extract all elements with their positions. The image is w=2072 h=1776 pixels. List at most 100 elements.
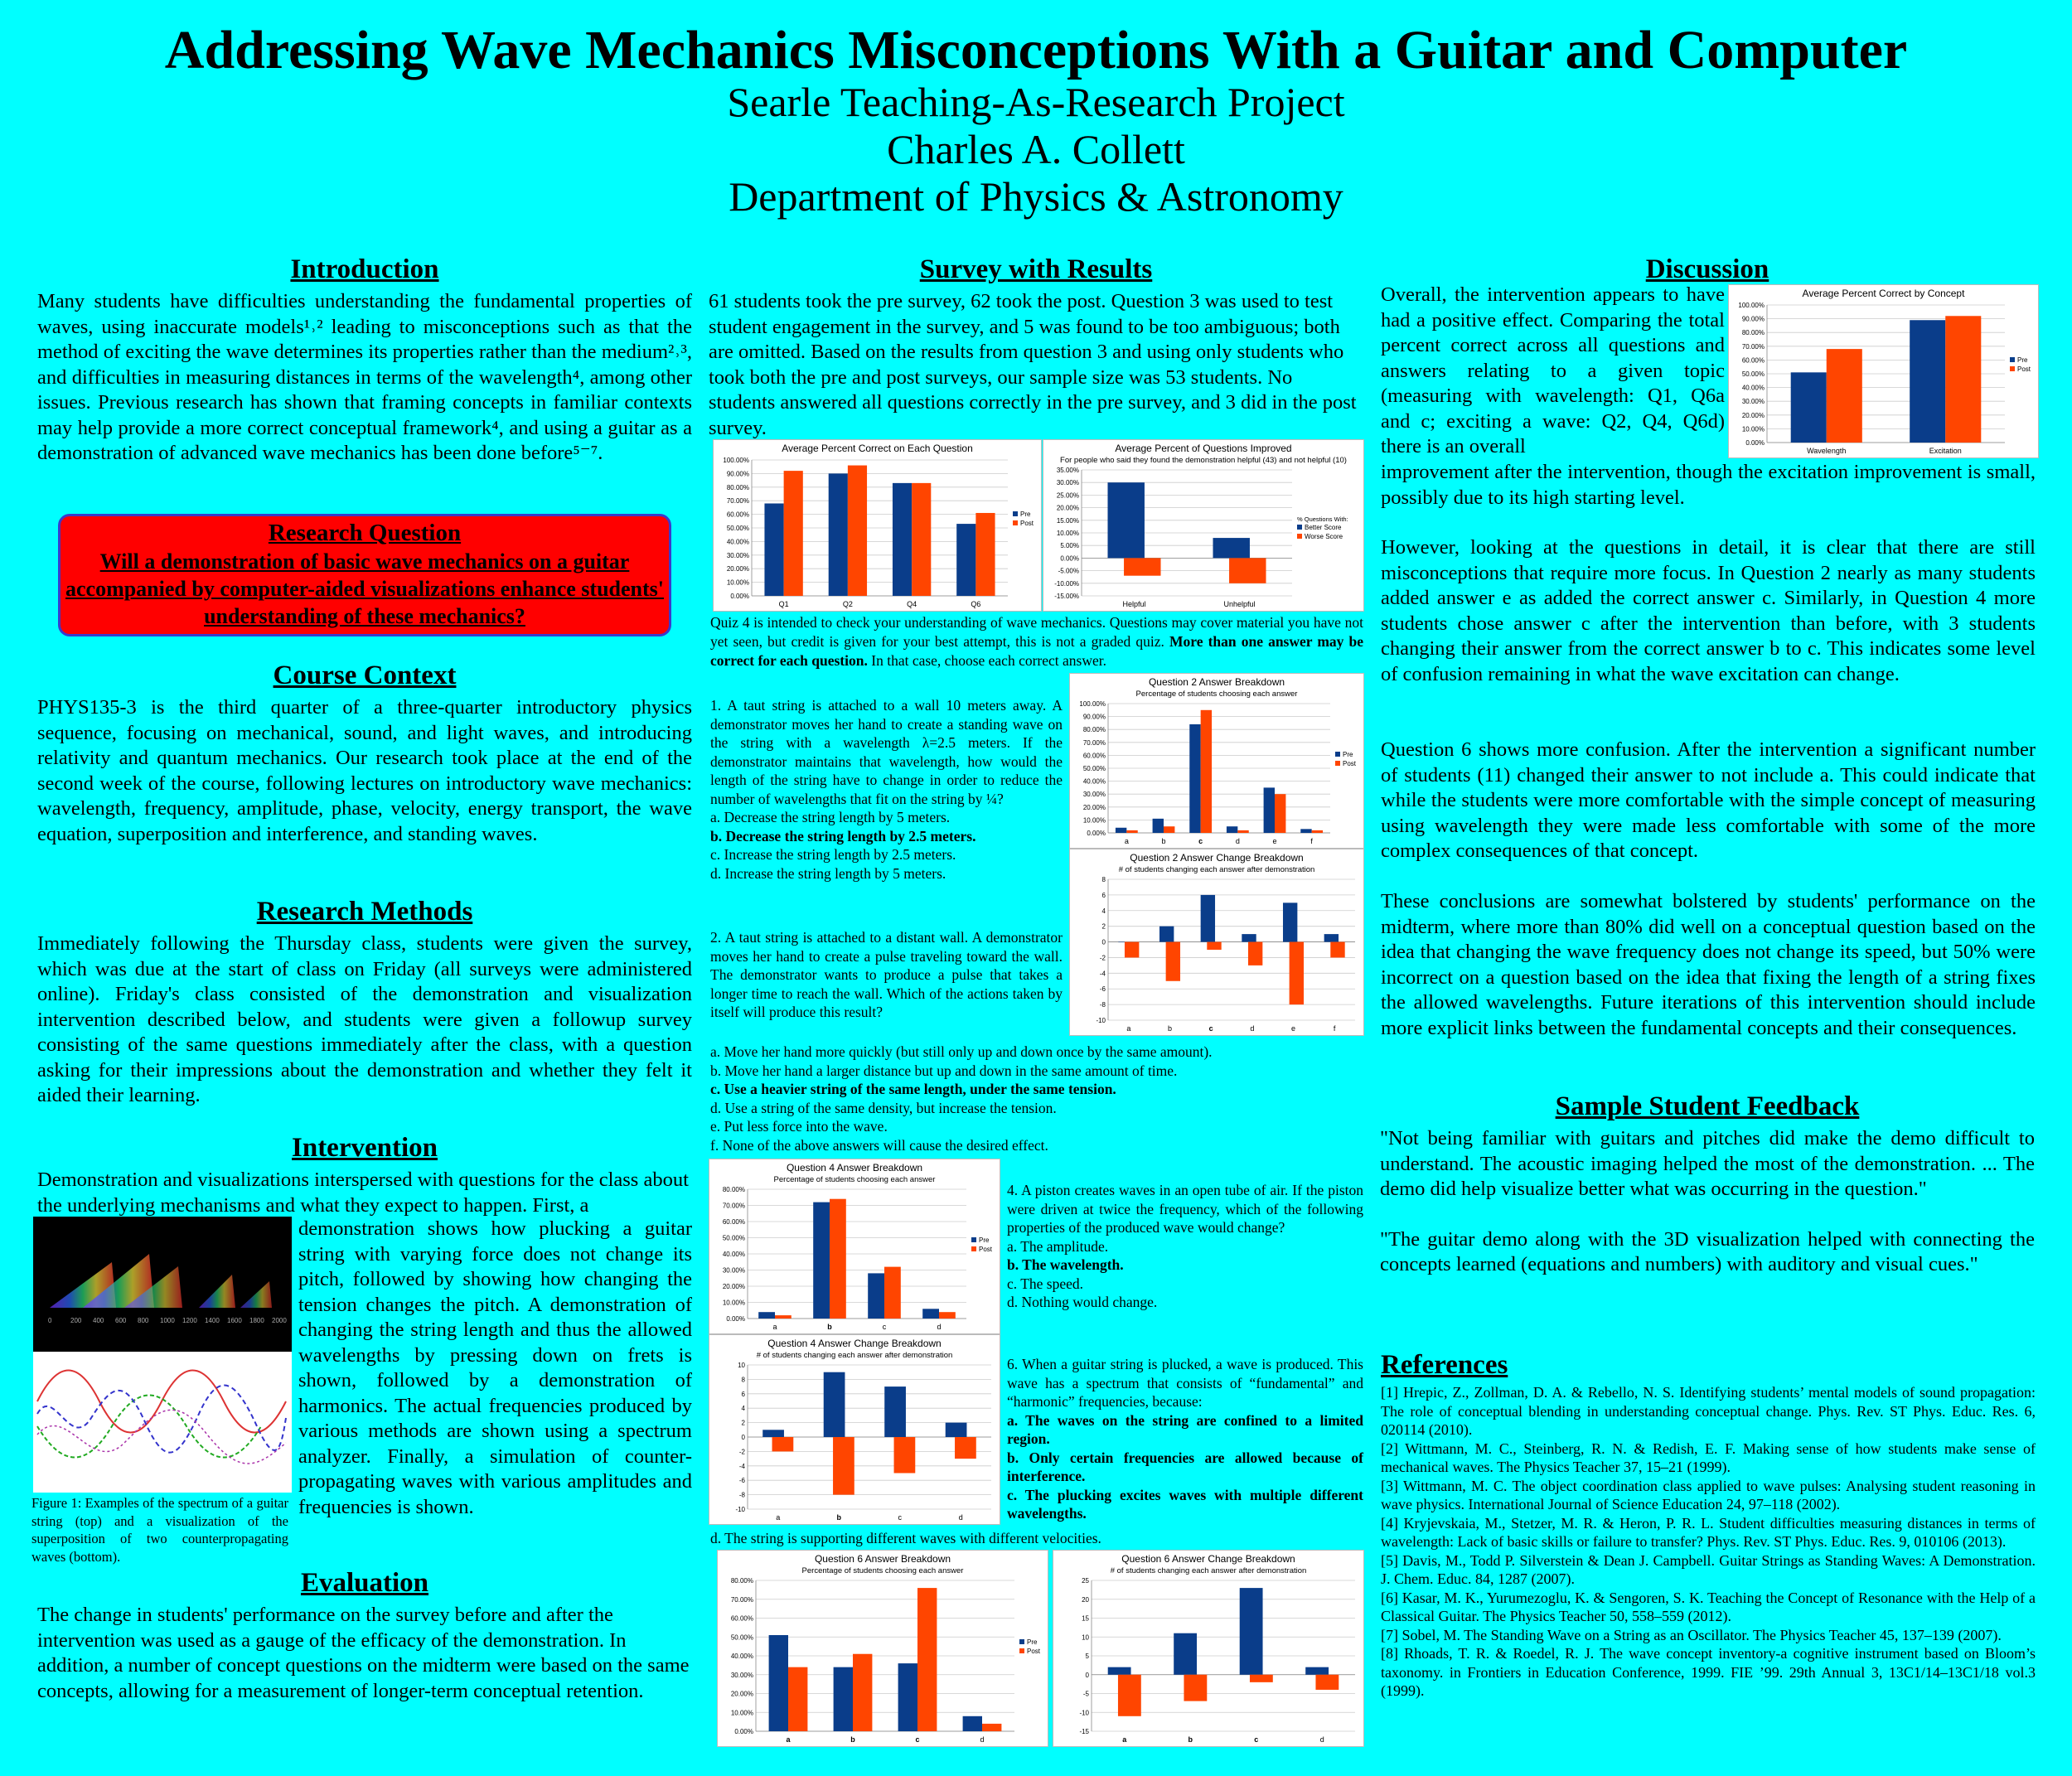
chart-tick-label: 10.00% (723, 1299, 745, 1307)
chart-legend-swatch (1013, 520, 1018, 525)
question-1: 1. A taut string is attached to a wall 1… (710, 696, 1063, 883)
chart-bar (1107, 482, 1145, 559)
chart-tick-label: 10 (1082, 1633, 1089, 1641)
chart-tick-label: -8 (1100, 1001, 1106, 1009)
chart-bar (1200, 894, 1216, 942)
question-2: 2. A taut string is attached to a distan… (710, 928, 1063, 1022)
chart-tick-label: 100.00% (1738, 302, 1765, 309)
chart-tick-label: 50.00% (727, 525, 749, 532)
discussion-heading: Discussion (1645, 254, 1769, 284)
q2-option: f. None of the above answers will cause … (710, 1136, 1048, 1154)
chart-tick-label: 5.00% (1060, 542, 1079, 549)
quiz-intro: Quiz 4 is intended to check your underst… (710, 613, 1363, 670)
course-context-text: PHYS135-3 is the third quarter of a thre… (37, 696, 692, 845)
chart-tick-label: 60.00% (1083, 752, 1106, 759)
spectrum-tick-label: 0 (48, 1317, 52, 1324)
chart-legend-swatch (971, 1237, 976, 1242)
chart-bar (1126, 830, 1138, 833)
chart-tick-label: 0.00% (726, 1315, 745, 1323)
chart-bar (1164, 826, 1175, 833)
chart-tick-label: -5.00% (1058, 568, 1079, 575)
chart-tick-label: 60.00% (1742, 356, 1765, 364)
chart-category-label: b (850, 1735, 855, 1744)
chart-bar (893, 1437, 916, 1474)
chart-avg-correct: Average Percent Correct on Each Question… (713, 439, 1042, 612)
chart-category-label: d (937, 1323, 941, 1331)
quiz-intro-end: In that case, choose each correct answer… (871, 652, 1106, 669)
chart-legend-label: Post (979, 1246, 993, 1253)
chart-legend-swatch (1335, 761, 1340, 766)
chart-bar (1330, 941, 1345, 958)
evaluation-text: The change in students' performance on t… (37, 1604, 690, 1702)
chart-legend-swatch (1013, 511, 1018, 516)
chart-tick-label: -10 (735, 1506, 745, 1513)
feedback-quote: "Not being familiar with guitars and pit… (1380, 1127, 2035, 1200)
chart-tick-label: 20.00% (1083, 804, 1106, 811)
chart-bar (922, 1309, 939, 1319)
chart-category-label: a (772, 1323, 777, 1331)
chart-tick-label: -15 (1079, 1728, 1089, 1735)
spectrum-tick-label: 1200 (182, 1317, 197, 1324)
chart-bar (1200, 709, 1213, 833)
chart-tick-label: -10 (1096, 1017, 1106, 1024)
chart-bar (813, 1202, 830, 1319)
chart-tick-label: 0.00% (1745, 439, 1765, 447)
spectrum-tick-label: 200 (70, 1317, 82, 1324)
chart-tick-label: 30.00% (1083, 791, 1106, 798)
chart-category-label: d (959, 1513, 963, 1522)
chart-bar (1117, 1674, 1141, 1716)
chart-legend-label: Worse Score (1305, 533, 1343, 540)
chart-tick-label: 10.00% (1057, 530, 1079, 537)
chart-tick-label: 70.00% (723, 1203, 745, 1210)
chart-title: Question 4 Answer Change Breakdown (767, 1338, 941, 1349)
chart-category-label: c (898, 1513, 903, 1522)
chart-bar (788, 1667, 808, 1731)
chart-tick-label: 20 (1082, 1596, 1089, 1604)
chart-tick-label: 0.00% (1060, 554, 1079, 562)
chart-tick-label: -10 (1079, 1709, 1089, 1716)
chart-tick-label: 90.00% (1083, 714, 1106, 721)
chart-bar (772, 1437, 794, 1452)
chart-bar (1275, 794, 1286, 833)
evaluation-heading: Evaluation (300, 1568, 429, 1598)
spectrum-tick-label: 1400 (205, 1317, 220, 1324)
project-name: Searle Teaching-As-Research Project (727, 79, 1345, 125)
wave-blue (36, 1384, 287, 1454)
chart-tick-label: 0 (1102, 939, 1106, 946)
q1-option: a. Decrease the string length by 5 meter… (710, 809, 951, 825)
wave-red (36, 1369, 287, 1434)
chart-category-label: c (915, 1735, 919, 1744)
chart-tick-label: 0.00% (730, 593, 749, 600)
q2-option: d. Use a string of the same density, but… (710, 1099, 1057, 1116)
chart-bar (1165, 941, 1181, 981)
chart-title: Average Percent Correct by Concept (1803, 288, 1966, 299)
discussion-text-1b: improvement after the intervention, thou… (1381, 461, 2036, 509)
chart-bar (868, 1273, 884, 1319)
chart-tick-label: 10.00% (731, 1709, 753, 1716)
chart-bar (884, 1386, 906, 1437)
q6-stem: 6. When a guitar string is plucked, a wa… (1007, 1356, 1363, 1410)
chart-legend-label: Pre (1027, 1638, 1038, 1646)
spectrum-tick-label: 400 (93, 1317, 104, 1324)
chart-legend-swatch (1335, 752, 1340, 757)
chart-subtitle: Percentage of students choosing each ans… (774, 1175, 936, 1184)
q2-stem: 2. A taut string is attached to a distan… (710, 929, 1063, 1020)
chart-tick-label: 8 (742, 1376, 746, 1383)
chart-legend-title: % Questions With: (1297, 515, 1348, 523)
chart-bar (1289, 941, 1305, 1005)
chart-tick-label: 10.00% (1742, 425, 1765, 433)
chart-tick-label: 40.00% (723, 1251, 745, 1258)
chart-category-label: a (776, 1513, 780, 1522)
chart-legend-swatch (1019, 1648, 1024, 1653)
chart-tick-label: 35.00% (1057, 467, 1079, 474)
chart-bar (823, 1372, 845, 1437)
q4-stem: 4. A piston creates waves in an open tub… (1007, 1182, 1363, 1236)
chart-subtitle: # of students changing each answer after… (1119, 865, 1315, 874)
q4-option-correct: b. The wavelength. (1007, 1256, 1124, 1273)
wave-green (36, 1394, 262, 1459)
chart-tick-label: 20.00% (1742, 412, 1765, 419)
chart-bar (1152, 818, 1164, 833)
chart-tick-label: 80.00% (1742, 329, 1765, 336)
chart-legend-swatch (2010, 366, 2015, 371)
chart-q4-breakdown: Question 4 Answer Breakdown Percentage of… (709, 1159, 1000, 1334)
